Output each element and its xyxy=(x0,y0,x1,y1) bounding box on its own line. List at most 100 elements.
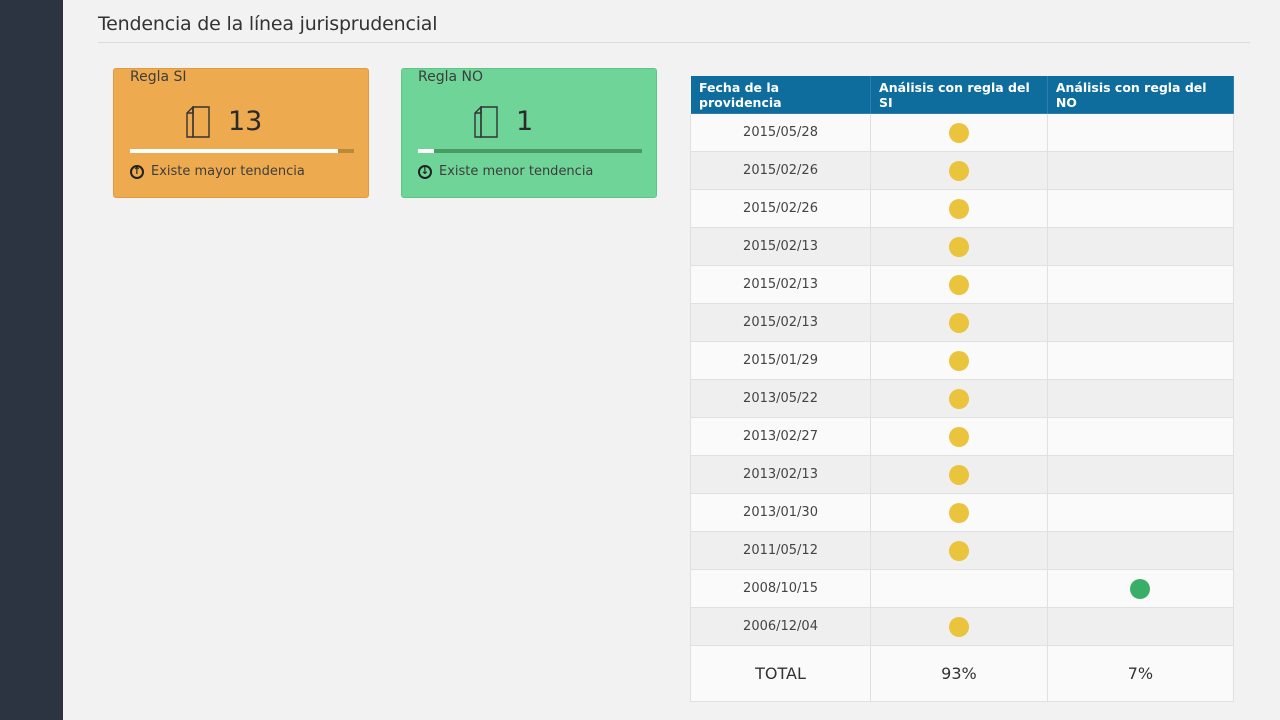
table-row: 2015/05/28 xyxy=(689,113,1235,152)
regla-si-dot xyxy=(948,312,969,333)
regla-no-progress-fill xyxy=(418,149,434,153)
table-row: 2011/05/12 xyxy=(689,531,1235,570)
row-si-cell xyxy=(870,227,1048,266)
row-date: 2013/01/30 xyxy=(689,493,872,532)
documents-icon xyxy=(186,106,210,138)
table-row: 2013/01/30 xyxy=(689,493,1235,532)
regla-no-progress xyxy=(418,149,642,153)
regla-no-count: 1 xyxy=(516,106,534,137)
table-row: 2015/02/26 xyxy=(689,189,1235,228)
sidebar xyxy=(0,0,63,720)
regla-si-dot xyxy=(948,122,969,143)
regla-si-footer: ↑ Existe mayor tendencia xyxy=(130,164,305,179)
arrow-up-circle-icon: ↑ xyxy=(130,164,144,179)
row-date: 2015/02/13 xyxy=(689,265,872,304)
row-si-cell xyxy=(870,417,1048,456)
table-row: 2015/01/29 xyxy=(689,341,1235,380)
total-no: 7% xyxy=(1046,645,1235,702)
row-date: 2006/12/04 xyxy=(689,607,872,646)
row-si-cell xyxy=(870,569,1048,608)
header-regla-si: Análisis con regla del SI xyxy=(870,75,1048,114)
row-si-cell xyxy=(870,151,1048,190)
row-no-cell xyxy=(1046,151,1235,190)
arrow-down-circle-icon: ↓ xyxy=(418,164,432,179)
row-no-cell xyxy=(1046,569,1235,608)
regla-si-footer-text: Existe mayor tendencia xyxy=(151,164,305,179)
regla-si-count: 13 xyxy=(228,106,263,137)
row-date: 2015/02/26 xyxy=(689,189,872,228)
regla-si-progress xyxy=(130,149,354,153)
row-no-cell xyxy=(1046,379,1235,418)
row-si-cell xyxy=(870,493,1048,532)
regla-si-dot xyxy=(948,198,969,219)
row-date: 2013/02/27 xyxy=(689,417,872,456)
title-divider xyxy=(98,42,1250,43)
row-no-cell xyxy=(1046,113,1235,152)
row-si-cell xyxy=(870,341,1048,380)
section-title: Tendencia de la línea jurisprudencial xyxy=(98,13,438,35)
regla-no-label: Regla NO xyxy=(418,69,484,85)
row-si-cell xyxy=(870,265,1048,304)
regla-si-dot xyxy=(948,350,969,371)
row-si-cell xyxy=(870,189,1048,228)
header-regla-no: Análisis con regla del NO xyxy=(1046,75,1235,114)
row-date: 2008/10/15 xyxy=(689,569,872,608)
table-row: 2013/02/13 xyxy=(689,455,1235,494)
regla-no-footer: ↓ Existe menor tendencia xyxy=(418,164,593,179)
regla-si-dot xyxy=(948,236,969,257)
regla-no-card: Regla NO 1 ↓ Existe menor tendencia xyxy=(401,68,657,198)
row-no-cell xyxy=(1046,455,1235,494)
regla-si-card: Regla SI 13 ↑ Existe mayor tendencia xyxy=(113,68,369,198)
table-row: 2015/02/13 xyxy=(689,227,1235,266)
total-label: TOTAL xyxy=(689,645,872,702)
row-si-cell xyxy=(870,303,1048,342)
row-date: 2013/05/22 xyxy=(689,379,872,418)
row-si-cell xyxy=(870,113,1048,152)
row-no-cell xyxy=(1046,531,1235,570)
regla-si-dot xyxy=(948,540,969,561)
regla-si-dot xyxy=(948,616,969,637)
table-body: 2015/05/28 2015/02/26 2015/02/26 2015/02/13… xyxy=(689,113,1235,646)
regla-si-dot xyxy=(948,464,969,485)
regla-si-progress-fill xyxy=(130,149,339,153)
header-fecha: Fecha de la providencia xyxy=(689,75,872,114)
documents-icon xyxy=(474,106,498,138)
row-date: 2015/02/26 xyxy=(689,151,872,190)
regla-si-dot xyxy=(948,426,969,447)
row-date: 2013/02/13 xyxy=(689,455,872,494)
regla-no-footer-text: Existe menor tendencia xyxy=(439,164,594,179)
row-date: 2015/05/28 xyxy=(689,113,872,152)
row-date: 2011/05/12 xyxy=(689,531,872,570)
table-row: 2015/02/26 xyxy=(689,151,1235,190)
row-no-cell xyxy=(1046,265,1235,304)
regla-si-dot xyxy=(948,502,969,523)
row-si-cell xyxy=(870,531,1048,570)
table-row: 2013/02/27 xyxy=(689,417,1235,456)
table-row: 2015/02/13 xyxy=(689,303,1235,342)
table-total-row: TOTAL 93% 7% xyxy=(689,645,1235,702)
row-si-cell xyxy=(870,607,1048,646)
regla-si-label: Regla SI xyxy=(130,69,187,85)
row-no-cell xyxy=(1046,417,1235,456)
row-date: 2015/01/29 xyxy=(689,341,872,380)
row-no-cell xyxy=(1046,227,1235,266)
row-si-cell xyxy=(870,379,1048,418)
regla-si-dot xyxy=(948,160,969,181)
row-no-cell xyxy=(1046,189,1235,228)
regla-si-dot xyxy=(948,274,969,295)
row-date: 2015/02/13 xyxy=(689,227,872,266)
regla-si-dot xyxy=(948,388,969,409)
table-header-row: Fecha de la providencia Análisis con reg… xyxy=(689,75,1235,114)
row-no-cell xyxy=(1046,607,1235,646)
trend-table: Fecha de la providencia Análisis con reg… xyxy=(689,75,1235,702)
row-date: 2015/02/13 xyxy=(689,303,872,342)
table-row: 2015/02/13 xyxy=(689,265,1235,304)
main-content: Tendencia de la línea jurisprudencial Re… xyxy=(63,0,1280,720)
row-no-cell xyxy=(1046,303,1235,342)
row-no-cell xyxy=(1046,493,1235,532)
total-si: 93% xyxy=(870,645,1048,702)
table-row: 2008/10/15 xyxy=(689,569,1235,608)
regla-no-dot xyxy=(1130,578,1151,599)
row-si-cell xyxy=(870,455,1048,494)
table-row: 2013/05/22 xyxy=(689,379,1235,418)
